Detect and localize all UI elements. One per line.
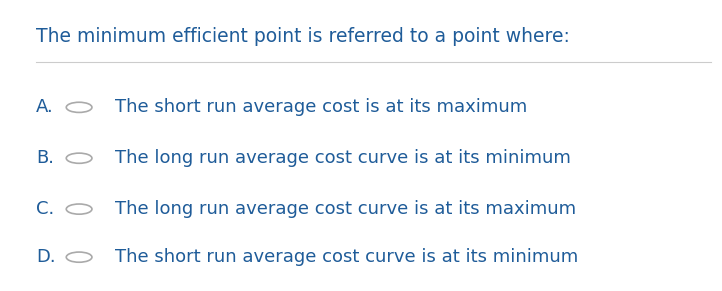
Text: The long run average cost curve is at its maximum: The long run average cost curve is at it… [115, 200, 576, 218]
Text: The short run average cost curve is at its minimum: The short run average cost curve is at i… [115, 248, 578, 266]
Text: D.: D. [36, 248, 56, 266]
Text: The long run average cost curve is at its minimum: The long run average cost curve is at it… [115, 149, 570, 167]
Text: B.: B. [36, 149, 54, 167]
Text: The short run average cost is at its maximum: The short run average cost is at its max… [115, 98, 527, 116]
Text: The minimum efficient point is referred to a point where:: The minimum efficient point is referred … [36, 27, 570, 46]
Text: C.: C. [36, 200, 55, 218]
Text: A.: A. [36, 98, 54, 116]
